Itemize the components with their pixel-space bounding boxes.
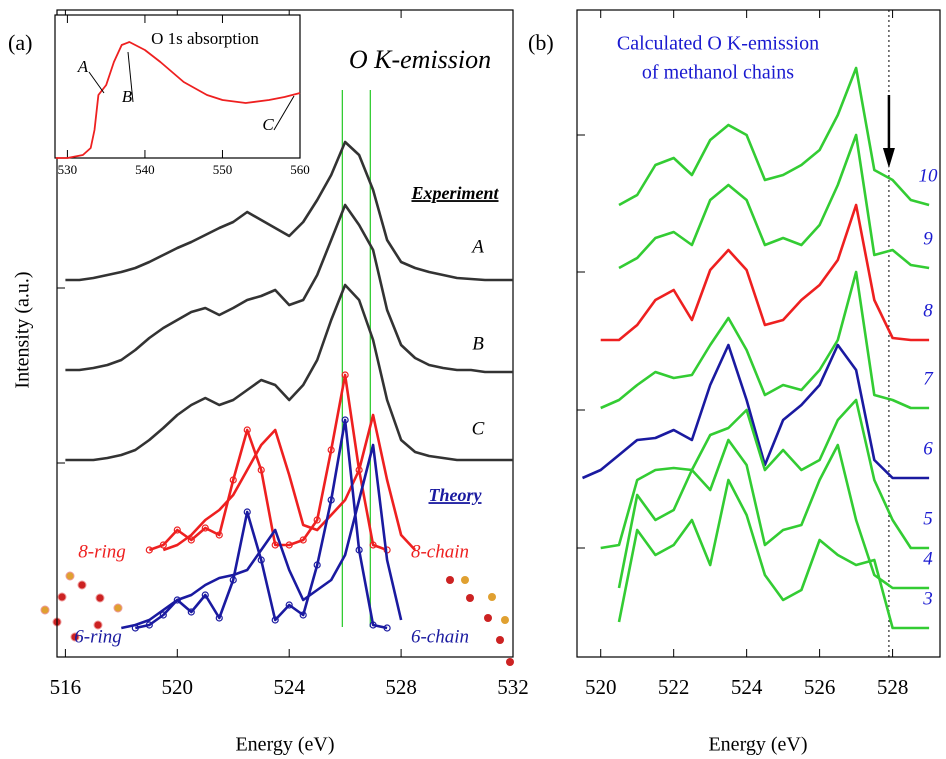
legend-label: A [470,236,484,257]
legend-label: 10 [919,165,939,186]
legend-label: B [472,333,484,354]
figure: 516 520 524 528 532 A B C 8-ring 8-chain 6-ring 6-c… [0,0,946,759]
x-tick-label: 528 [877,675,909,699]
annotation: C [262,115,274,134]
legend-label: 6 [923,438,933,459]
legend-label: 8-ring [78,541,126,562]
legend-label: C [472,418,485,439]
legend-label: 5 [923,508,933,529]
legend-label: 3 [922,588,933,609]
x-tick-label: 522 [658,675,690,699]
chart-title: O 1s absorption [151,29,259,48]
legend-label: 9 [923,228,933,249]
chart-title: O K-emission [349,45,491,74]
x-tick-label: 560 [290,162,310,177]
chart-subtitle: of methanol chains [642,62,794,84]
legend-label: 6-ring [74,626,122,647]
x-tick-label: 524 [731,675,763,699]
legend-label: 7 [923,368,934,389]
annotation: A [77,57,89,76]
panel-label: (a) [8,30,32,55]
legend-label: 4 [923,548,933,569]
legend-label: 8-chain [411,541,469,562]
x-tick-label: 520 [162,675,194,699]
x-tick-label: 540 [135,162,155,177]
x-tick-label: 526 [804,675,836,699]
group-label: Experiment [410,183,499,203]
x-tick-label: 520 [585,675,617,699]
legend-label: 6-chain [411,626,469,647]
x-tick-label: 516 [50,675,82,699]
x-tick-label: 530 [58,162,78,177]
panel: 530 540 550 560 A B C O 1s absorption [55,15,310,177]
x-tick-label: 528 [385,675,417,699]
chart-title: Calculated O K-emission [617,33,819,55]
y-axis-label: Intensity (a.u.) [12,271,34,388]
annotation: B [122,87,133,106]
legend-label: 8 [923,300,933,321]
panel-label: (b) [528,30,554,55]
x-axis-label: Energy (eV) [708,734,807,756]
x-tick-label: 550 [213,162,233,177]
x-axis-label: Energy (eV) [235,734,334,756]
x-tick-label: 532 [497,675,529,699]
group-label: Theory [429,485,483,505]
x-tick-label: 524 [273,675,305,699]
